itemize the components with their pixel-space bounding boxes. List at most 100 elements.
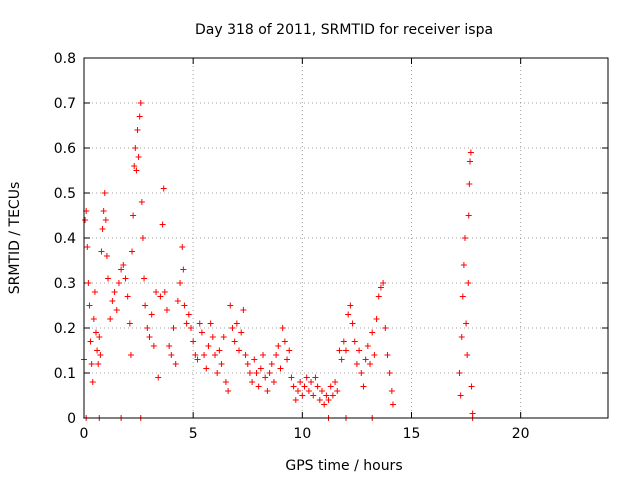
data-point: [288, 374, 295, 381]
data-point: [460, 262, 467, 268]
data-point: [362, 356, 369, 363]
grid: [84, 58, 608, 418]
data-point: [214, 370, 221, 376]
data-point: [150, 343, 157, 349]
y-tick-label: 0.5: [54, 186, 76, 202]
data-point: [127, 352, 134, 358]
data-point: [264, 388, 271, 394]
data-point: [249, 379, 256, 385]
data-point: [369, 329, 376, 336]
data-point: [166, 343, 173, 349]
y-tick-label: 0.8: [54, 51, 76, 67]
data-point: [375, 293, 382, 300]
data-point: [85, 280, 92, 286]
data-point: [465, 212, 472, 219]
data-point: [163, 307, 170, 313]
data-point: [159, 221, 166, 228]
data-point: [260, 352, 267, 358]
data-point: [332, 379, 339, 385]
data-point: [174, 298, 181, 304]
data-point: [107, 316, 114, 322]
data-point: [201, 352, 208, 358]
data-point: [89, 379, 96, 385]
data-point: [161, 289, 168, 295]
data-point: [329, 392, 336, 399]
data-point: [238, 329, 245, 336]
data-point: [131, 163, 138, 169]
data-point: [458, 334, 465, 340]
data-point: [225, 388, 232, 394]
data-point: [347, 302, 354, 309]
data-point: [138, 199, 145, 205]
data-point: [187, 325, 194, 331]
data-point: [146, 334, 153, 340]
data-point: [286, 347, 293, 354]
data-points: [81, 100, 476, 421]
data-point: [277, 365, 284, 372]
data-point: [262, 374, 269, 381]
data-point: [94, 347, 101, 354]
data-point: [124, 293, 131, 300]
data-point: [153, 289, 160, 295]
data-point: [172, 361, 179, 367]
data-point: [216, 347, 223, 354]
data-point: [334, 388, 341, 394]
data-point: [255, 383, 262, 390]
data-point: [351, 338, 358, 345]
data-point: [318, 388, 325, 394]
y-tick-label: 0.6: [54, 141, 76, 157]
data-point: [336, 347, 343, 354]
data-point: [279, 325, 286, 331]
data-point: [212, 352, 218, 358]
data-point: [180, 266, 187, 273]
data-point: [308, 379, 315, 385]
data-point: [353, 361, 360, 367]
data-point: [229, 325, 236, 331]
data-point: [82, 217, 89, 223]
data-point: [136, 113, 143, 120]
data-point: [468, 383, 475, 390]
data-point: [275, 343, 282, 349]
data-point: [102, 217, 109, 223]
data-point: [192, 352, 199, 358]
data-point: [88, 361, 95, 367]
data-point: [461, 235, 468, 241]
data-point: [196, 320, 203, 327]
data-point: [373, 316, 380, 322]
data-point: [99, 226, 106, 232]
y-tick-label: 0.7: [54, 96, 76, 112]
data-point: [343, 347, 349, 354]
data-point: [168, 352, 175, 358]
data-point: [120, 262, 127, 268]
x-tick-label: 0: [80, 426, 89, 442]
y-tick-label: 0.4: [54, 231, 76, 247]
data-point: [284, 356, 291, 363]
data-point: [209, 334, 216, 340]
data-point: [292, 397, 299, 403]
data-point: [251, 356, 258, 363]
data-point: [87, 338, 94, 345]
plot-frame: [83, 57, 609, 419]
data-point: [91, 289, 98, 295]
data-point: [93, 329, 100, 336]
data-point: [301, 383, 308, 390]
data-point: [183, 320, 190, 327]
x-tick-label: 5: [189, 426, 198, 442]
data-point: [130, 212, 137, 219]
data-point: [113, 307, 120, 313]
data-point: [310, 392, 317, 399]
data-point: [356, 347, 363, 354]
data-point: [126, 320, 133, 327]
data-point: [98, 248, 105, 255]
data-point: [205, 343, 212, 349]
data-point: [144, 325, 151, 331]
data-point: [321, 401, 328, 408]
data-point: [244, 361, 251, 367]
chart-title: Day 318 of 2011, SRMTID for receiver isp…: [195, 22, 493, 38]
data-point: [96, 334, 103, 340]
data-point: [273, 352, 280, 358]
data-point: [139, 235, 146, 241]
data-point: [207, 320, 214, 327]
